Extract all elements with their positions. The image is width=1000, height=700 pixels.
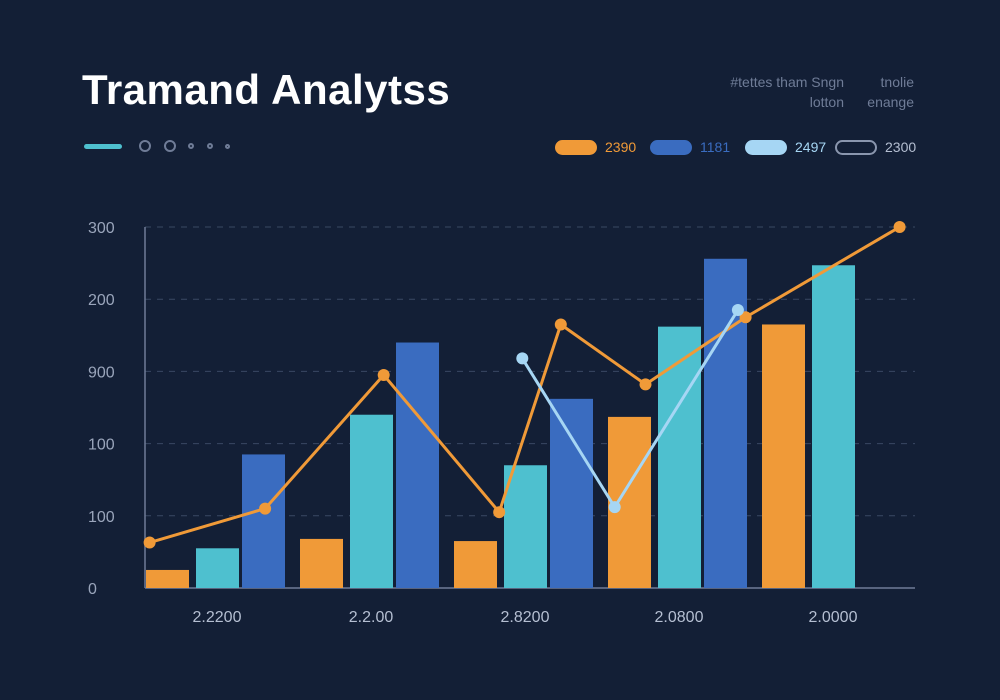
meta-line: #tettes tham Sngn	[730, 74, 844, 90]
bar-2390[interactable]	[300, 538, 343, 588]
y-tick-label: 100	[88, 509, 115, 526]
pager-dot[interactable]	[207, 143, 213, 149]
x-tick-label: 2.0000	[809, 609, 858, 626]
line-point-2497[interactable]	[731, 304, 744, 317]
legend-swatch	[835, 140, 877, 155]
y-tick-label: 200	[88, 292, 115, 309]
legend-label: 2390	[605, 139, 637, 155]
bar-2300[interactable]	[812, 265, 855, 588]
chart-title: Tramand Analytss	[82, 66, 451, 113]
bar-2390[interactable]	[146, 569, 189, 588]
line-point-2390[interactable]	[493, 506, 506, 519]
bar-2390[interactable]	[454, 541, 497, 588]
line-point-2390[interactable]	[893, 221, 906, 233]
pager-dot[interactable]	[139, 140, 151, 152]
bar-1181[interactable]	[396, 342, 439, 588]
x-tick-label: 2.8200	[501, 609, 550, 626]
y-tick-label: 100	[88, 437, 115, 454]
line-point-2390[interactable]	[739, 311, 752, 324]
legend-label: 2300	[885, 139, 917, 155]
y-tick-label: 0	[88, 581, 97, 598]
x-tick-label: 2.0800	[655, 609, 704, 626]
bar-1181[interactable]	[550, 398, 593, 588]
bar-2300[interactable]	[504, 465, 547, 588]
legend-label: 1181	[700, 139, 731, 155]
meta-line: tnolie	[880, 74, 914, 90]
chart-legend: 2390 1181 2497 2300	[0, 138, 1000, 158]
y-tick-label: 300	[88, 220, 115, 237]
legend-swatch	[745, 140, 787, 155]
line-point-2390[interactable]	[554, 318, 567, 331]
bar-2390[interactable]	[762, 324, 805, 588]
header-meta-left: #tettes tham Sngn lotton	[730, 72, 844, 112]
bar-1181[interactable]	[242, 454, 285, 588]
line-point-2390[interactable]	[377, 369, 390, 382]
pager-dot[interactable]	[188, 143, 194, 149]
pager-dot[interactable]	[225, 144, 230, 149]
line-point-2497[interactable]	[608, 501, 621, 514]
legend-label: 2497	[795, 139, 827, 155]
x-tick-label: 2.2200	[193, 609, 242, 626]
legend-swatch	[555, 140, 597, 155]
x-tick-label: 2.2.00	[349, 609, 394, 626]
line-point-2390[interactable]	[143, 536, 156, 549]
line-point-2390[interactable]	[259, 502, 272, 515]
bar-2300[interactable]	[658, 326, 701, 588]
header-meta-right: tnolie enange	[867, 72, 914, 112]
meta-line: lotton	[809, 94, 844, 110]
bar-2300[interactable]	[350, 414, 393, 588]
legend-swatch	[650, 140, 692, 155]
bar-2300[interactable]	[196, 548, 239, 588]
line-point-2497[interactable]	[516, 352, 529, 365]
line-2390	[148, 225, 902, 545]
y-tick-label: 900	[88, 364, 115, 381]
meta-line: enange	[867, 94, 914, 110]
pager-dot[interactable]	[164, 140, 176, 152]
pager-active-indicator[interactable]	[84, 144, 122, 149]
line-point-2390[interactable]	[639, 378, 652, 391]
